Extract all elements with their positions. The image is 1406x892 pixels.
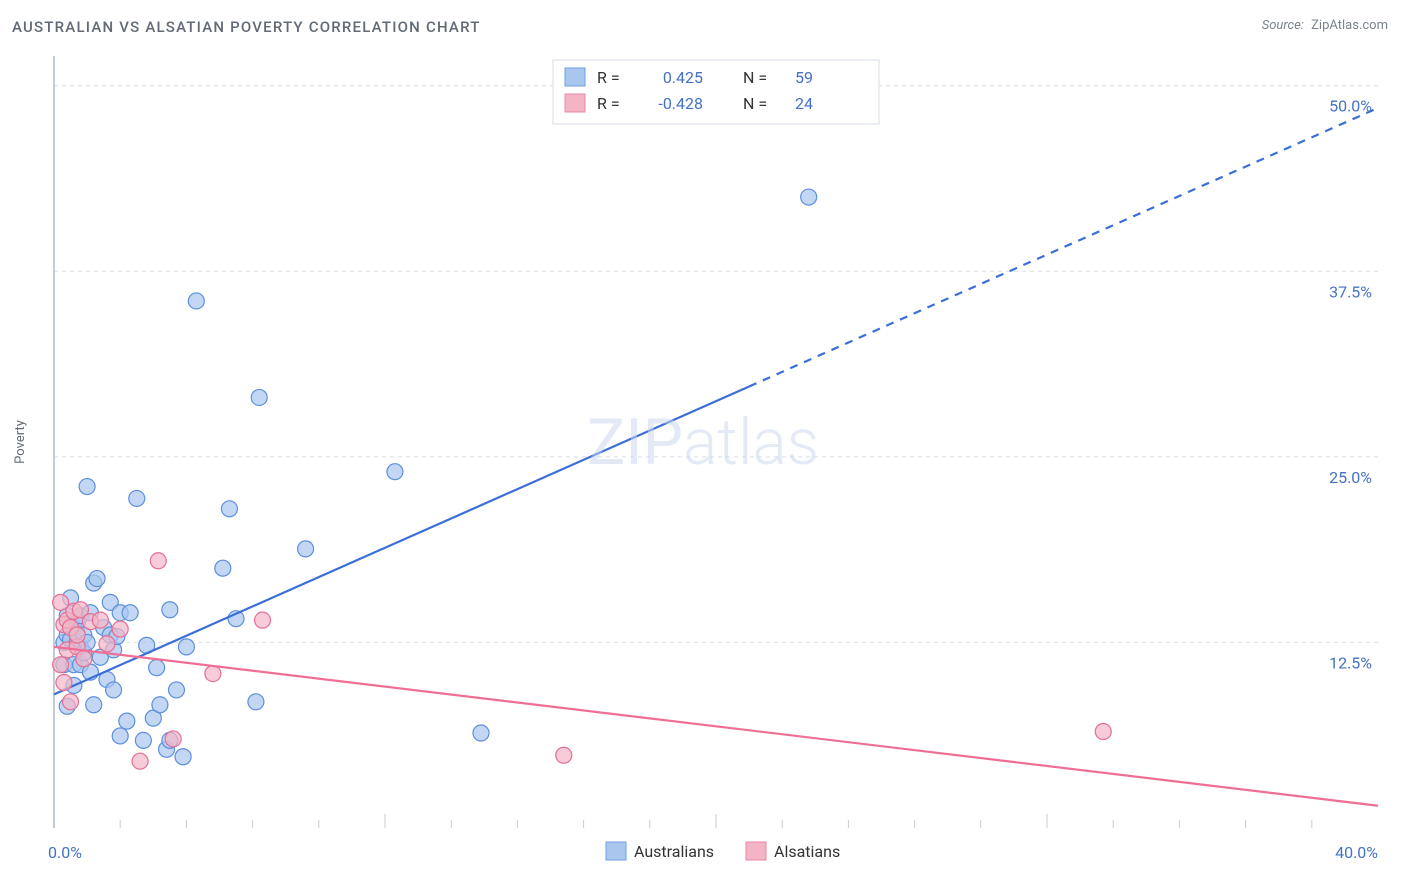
data-point [119, 713, 135, 729]
data-point [387, 464, 403, 480]
data-point [79, 479, 95, 495]
legend-r-value: -0.428 [658, 94, 703, 113]
trend-line-dashed [749, 108, 1378, 387]
data-point [175, 749, 191, 765]
legend-n-label: N = [743, 68, 767, 87]
bottom-legend-swatch [746, 842, 766, 860]
legend-swatch [565, 68, 585, 86]
data-point [251, 389, 267, 405]
data-point [473, 725, 489, 741]
data-point [89, 571, 105, 587]
data-point [122, 605, 138, 621]
legend-swatch [565, 94, 585, 112]
legend-r-label: R = [597, 68, 620, 87]
y-tick-label: 25.0% [1329, 468, 1372, 487]
correlation-chart-svg: 12.5% 25.0% 37.5% 50.0% 0.0% 40.0% Poverty R = 0… [0, 0, 1406, 892]
trend-line-solid [54, 647, 1378, 806]
legend-r-label: R = [597, 94, 620, 113]
legend-r-value: 0.425 [663, 68, 703, 87]
y-tick-label: 37.5% [1329, 282, 1372, 301]
data-point [69, 627, 85, 643]
data-point [178, 639, 194, 655]
data-point [168, 682, 184, 698]
trend-line-solid [54, 387, 749, 695]
data-point [76, 651, 92, 667]
legend-n-value: 24 [795, 94, 813, 113]
x-tick-label-max: 40.0% [1335, 843, 1378, 862]
data-point [221, 501, 237, 517]
data-point [56, 675, 72, 691]
data-point [53, 657, 69, 673]
data-point [255, 612, 271, 628]
data-point [86, 697, 102, 713]
data-point [298, 541, 314, 557]
x-tick-label-min: 0.0% [48, 843, 82, 862]
data-point [162, 602, 178, 618]
data-point [106, 682, 122, 698]
data-point [92, 612, 108, 628]
y-tick-label: 50.0% [1329, 97, 1372, 116]
data-point [205, 666, 221, 682]
data-point [149, 660, 165, 676]
y-axis-label: Poverty [13, 420, 28, 464]
data-point [150, 553, 166, 569]
legend-n-label: N = [743, 94, 767, 113]
data-point [801, 189, 817, 205]
data-point [188, 293, 204, 309]
data-point [112, 728, 128, 744]
data-point [129, 490, 145, 506]
bottom-legend-swatch [606, 842, 626, 860]
data-point [152, 697, 168, 713]
data-point [215, 560, 231, 576]
data-point [135, 732, 151, 748]
data-point [63, 694, 79, 710]
data-point [556, 747, 572, 763]
data-point [132, 753, 148, 769]
data-point [165, 731, 181, 747]
data-point [99, 636, 115, 652]
y-tick-label: 12.5% [1329, 653, 1372, 672]
bottom-legend-label: Alsatians [774, 842, 840, 861]
bottom-legend-label: Australians [634, 842, 714, 861]
data-point [112, 621, 128, 637]
data-point [248, 694, 264, 710]
data-point [1095, 724, 1111, 740]
legend-n-value: 59 [795, 68, 813, 87]
